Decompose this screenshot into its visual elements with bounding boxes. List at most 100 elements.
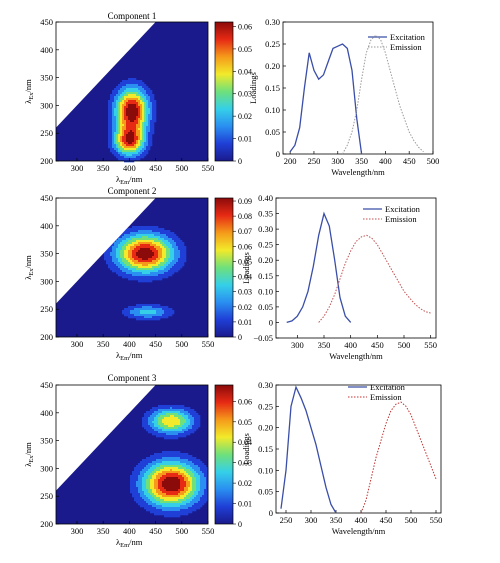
heatmap-cell — [110, 150, 113, 153]
heatmap-cell — [154, 276, 157, 279]
heatmap-field — [130, 405, 209, 518]
y-tick-label: 350 — [40, 73, 53, 83]
heatmap-cell — [150, 254, 153, 257]
heatmap-cell — [124, 94, 127, 97]
y-tick-label: 0.05 — [258, 302, 273, 312]
heatmap-cell — [158, 471, 161, 474]
heatmap-cell — [138, 98, 141, 101]
heatmap-cell — [196, 475, 199, 478]
heatmap-cell — [112, 246, 115, 249]
heatmap-cell — [196, 485, 199, 488]
heatmap-cell — [158, 493, 161, 496]
heatmap-cell — [126, 228, 129, 231]
heatmap-cell — [170, 469, 173, 472]
heatmap-cell — [156, 513, 159, 516]
heatmap-cell — [178, 459, 181, 462]
heatmap-cell — [132, 316, 135, 319]
heatmap-cell — [188, 475, 191, 478]
heatmap-cell — [192, 425, 195, 428]
heatmap-cell — [134, 479, 137, 482]
heatmap-cell — [196, 503, 199, 506]
heatmap-cell — [118, 152, 121, 155]
heatmap-cell — [168, 503, 171, 506]
heatmap-cell — [132, 491, 135, 494]
heatmap-cell — [192, 465, 195, 468]
heatmap-cell — [170, 491, 173, 494]
heatmap-cell — [126, 254, 129, 257]
heatmap-cell — [178, 471, 181, 474]
heatmap-cell — [174, 264, 177, 267]
heatmap-cell — [186, 431, 189, 434]
heatmap-cell — [152, 238, 155, 241]
heatmap-cell — [118, 154, 121, 157]
heatmap-cell — [132, 314, 135, 317]
heatmap-cell — [152, 511, 155, 514]
heatmap-cell — [136, 316, 139, 319]
heatmap-cell — [160, 230, 163, 233]
heatmap-cell — [188, 487, 191, 490]
heatmap-cell — [166, 429, 169, 432]
heatmap-cell — [146, 100, 149, 103]
heatmap-cell — [134, 112, 137, 115]
heatmap-cell — [194, 469, 197, 472]
heatmap-cell — [188, 479, 191, 482]
heatmap-cell — [148, 499, 151, 502]
heatmap-cell — [146, 473, 149, 476]
heatmap-cell — [148, 487, 151, 490]
heatmap-cell — [176, 479, 179, 482]
heatmap-cell — [132, 144, 135, 147]
heatmap-cell — [142, 501, 145, 504]
heatmap-cell — [132, 98, 135, 101]
heatmap-cell — [152, 427, 155, 430]
heatmap-cell — [144, 312, 147, 315]
heatmap-cell — [118, 86, 121, 89]
heatmap-cell — [116, 94, 119, 97]
y-tick-label: 0.05 — [265, 127, 280, 137]
heatmap-cell — [120, 146, 123, 149]
heatmap-cell — [198, 501, 201, 504]
heatmap-cell — [162, 236, 165, 239]
heatmap-cell — [140, 503, 143, 506]
heatmap-cell — [116, 270, 119, 273]
heatmap-cell — [134, 80, 137, 83]
heatmap-cell — [182, 419, 185, 422]
heatmap-cell — [198, 463, 201, 466]
heatmap-cell — [148, 98, 151, 101]
heatmap-cell — [108, 108, 111, 111]
heatmap-cell — [114, 88, 117, 91]
heatmap-cell — [152, 104, 155, 107]
heatmap-cell — [130, 258, 133, 261]
heatmap-cell — [136, 501, 139, 504]
heatmap-cell — [140, 475, 143, 478]
heatmap-cell — [126, 120, 129, 123]
heatmap-cell — [182, 461, 185, 464]
heatmap-cell — [202, 487, 205, 490]
heatmap-cell — [166, 515, 169, 518]
heatmap-cell — [152, 116, 155, 119]
heatmap-cell — [168, 431, 171, 434]
heatmap-cell — [124, 234, 127, 237]
heatmap-cell — [146, 98, 149, 101]
heatmap-cell — [194, 507, 197, 510]
heatmap-cell — [126, 260, 129, 263]
heatmap-cell — [172, 489, 175, 492]
heatmap-cell — [118, 250, 121, 253]
heatmap-cell — [176, 455, 179, 458]
heatmap-cell — [124, 148, 127, 151]
heatmap-cell — [124, 232, 127, 235]
heatmap-cell — [202, 491, 205, 494]
heatmap-cell — [166, 405, 169, 408]
y-axis-label: Loadings — [241, 252, 251, 284]
heatmap-cell — [156, 485, 159, 488]
heatmap-cell — [128, 144, 131, 147]
heatmap-cell — [148, 226, 151, 229]
heatmap-cell — [162, 459, 165, 462]
heatmap-cell — [174, 483, 177, 486]
heatmap-cell — [170, 250, 173, 253]
heatmap-cell — [170, 433, 173, 436]
heatmap-cell — [164, 505, 167, 508]
heatmap-cell — [152, 491, 155, 494]
heatmap-cell — [188, 485, 191, 488]
heatmap-cell — [170, 477, 173, 480]
heatmap-field — [108, 78, 157, 163]
